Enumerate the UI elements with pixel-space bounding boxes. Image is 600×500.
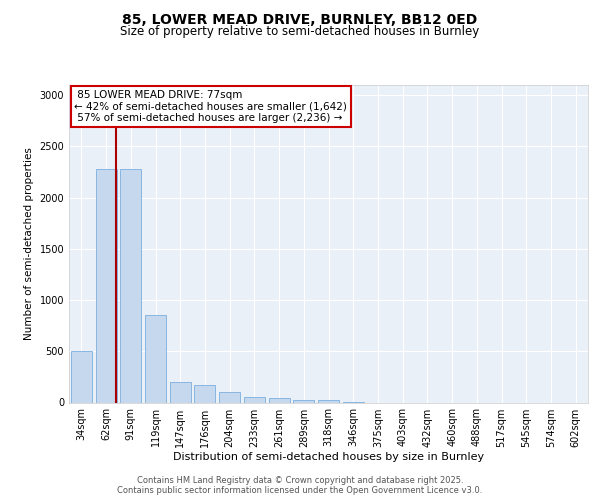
Y-axis label: Number of semi-detached properties: Number of semi-detached properties — [24, 148, 34, 340]
Bar — [219, 392, 240, 402]
Bar — [120, 169, 141, 402]
Bar — [170, 382, 191, 402]
Text: 85 LOWER MEAD DRIVE: 77sqm
← 42% of semi-detached houses are smaller (1,642)
 57: 85 LOWER MEAD DRIVE: 77sqm ← 42% of semi… — [74, 90, 347, 123]
Bar — [95, 169, 116, 402]
Text: 85, LOWER MEAD DRIVE, BURNLEY, BB12 0ED: 85, LOWER MEAD DRIVE, BURNLEY, BB12 0ED — [122, 12, 478, 26]
Bar — [194, 384, 215, 402]
Bar — [318, 400, 339, 402]
Bar — [145, 316, 166, 402]
Bar — [71, 352, 92, 403]
Text: Contains HM Land Registry data © Crown copyright and database right 2025.
Contai: Contains HM Land Registry data © Crown c… — [118, 476, 482, 495]
Text: Size of property relative to semi-detached houses in Burnley: Size of property relative to semi-detach… — [121, 25, 479, 38]
Bar — [269, 398, 290, 402]
Bar — [244, 397, 265, 402]
X-axis label: Distribution of semi-detached houses by size in Burnley: Distribution of semi-detached houses by … — [173, 452, 484, 462]
Bar — [293, 400, 314, 402]
